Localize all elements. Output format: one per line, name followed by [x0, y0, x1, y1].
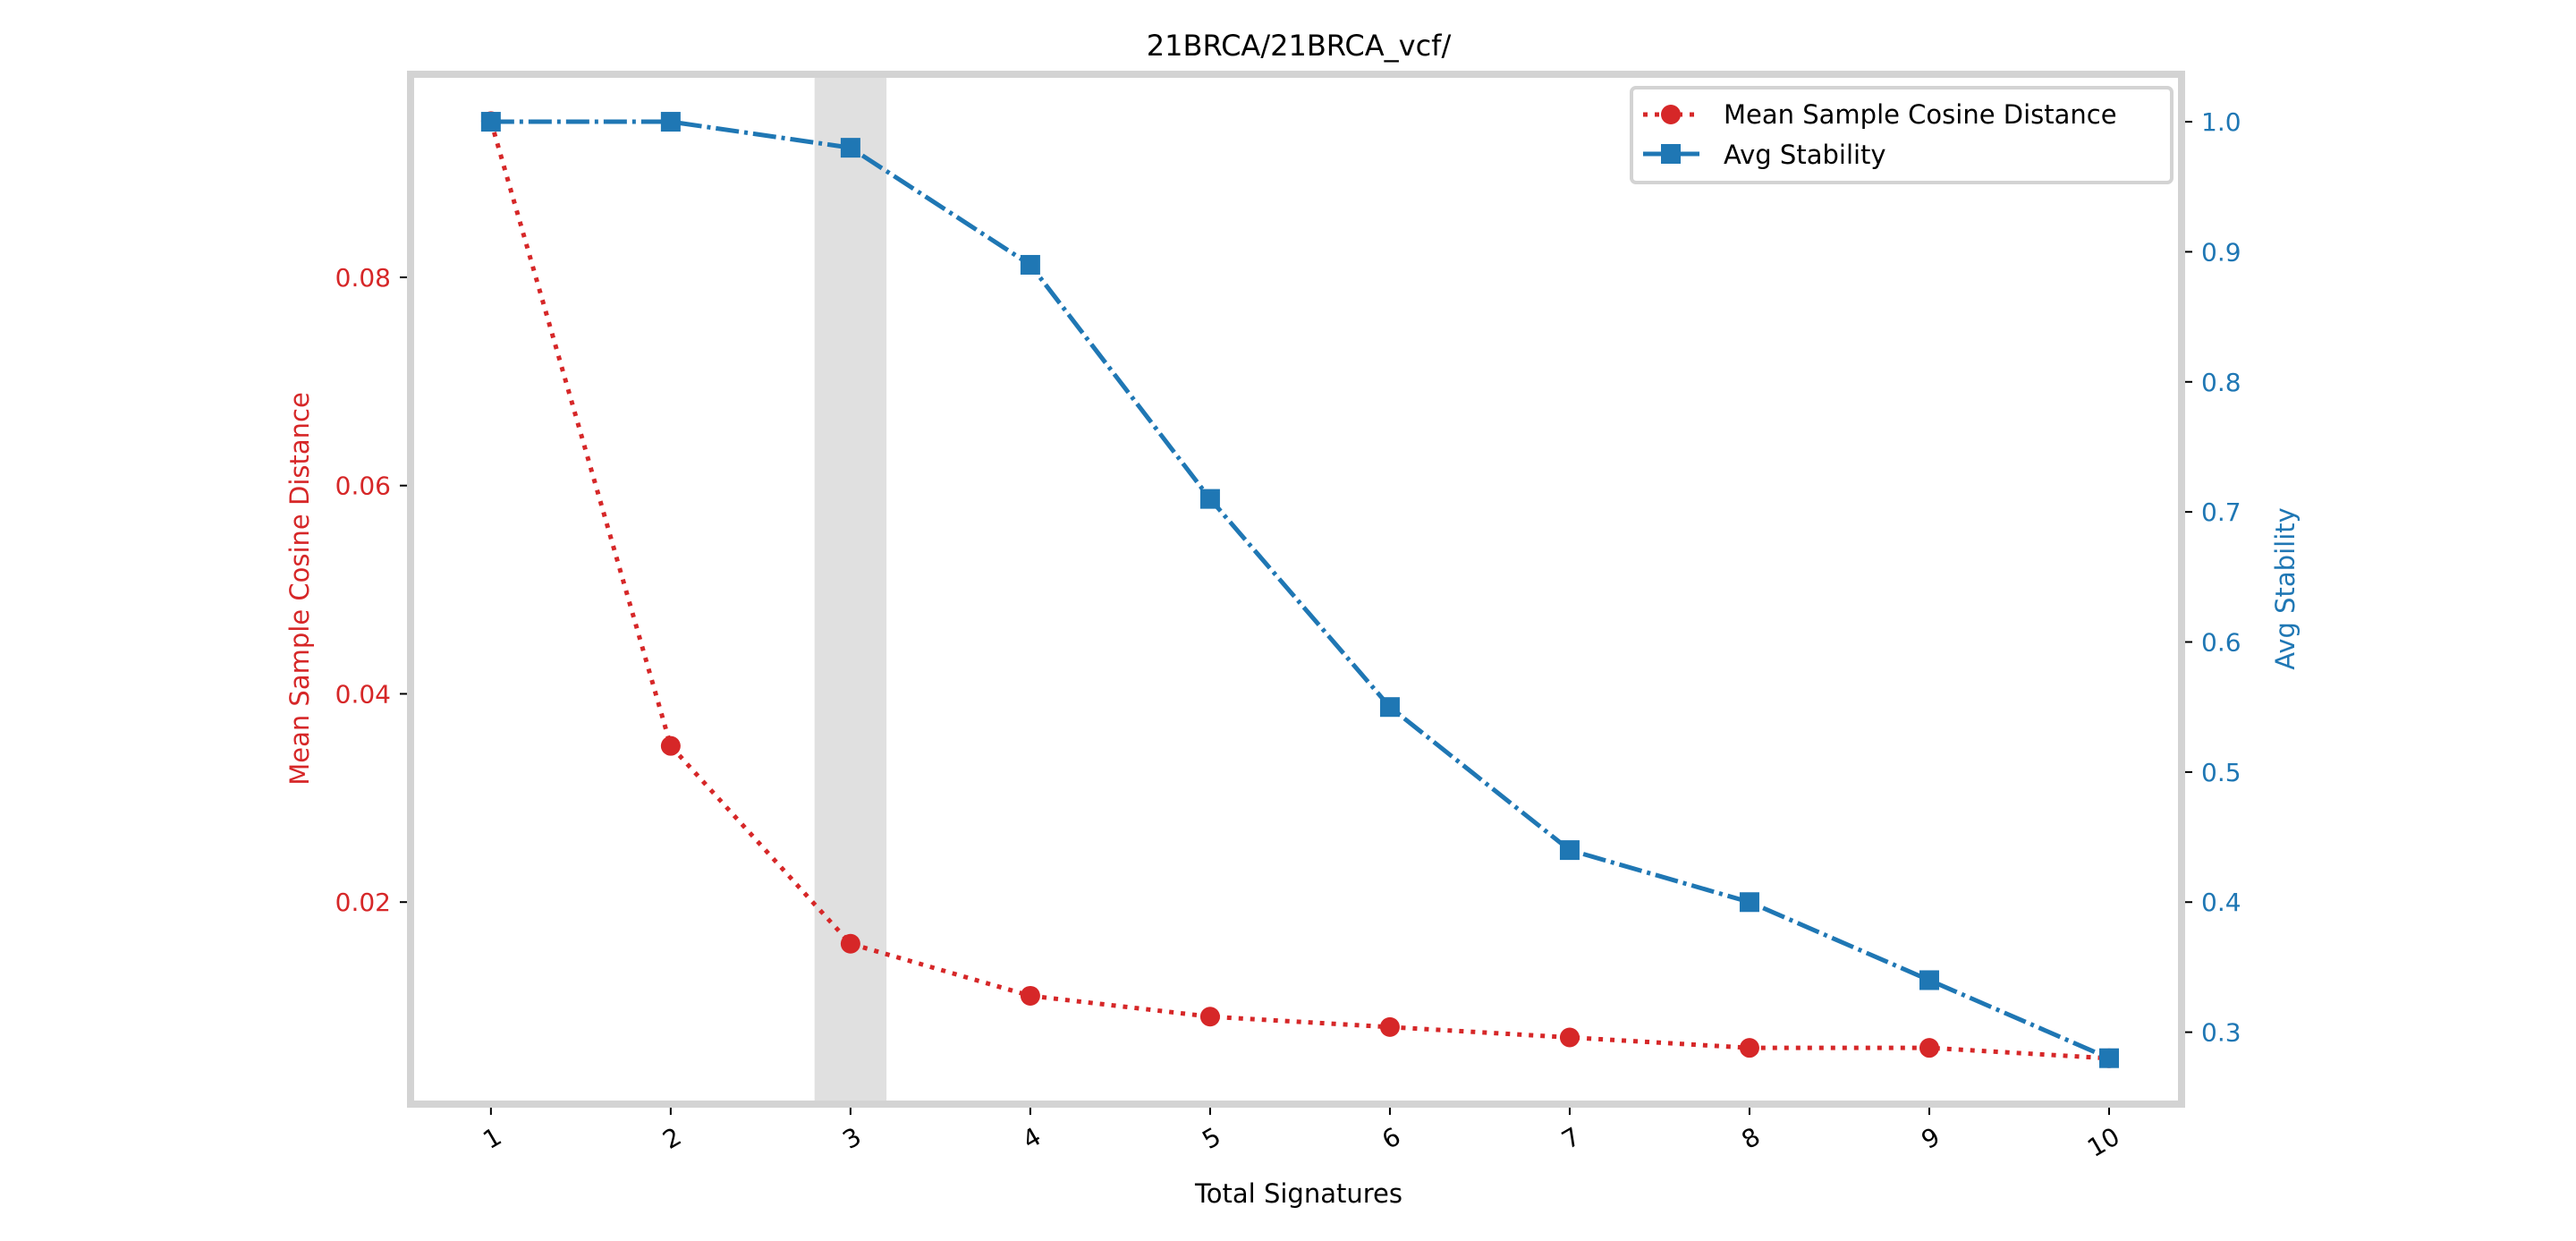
- x-tick-label: 4: [1017, 1121, 1046, 1154]
- legend-label-avg-stability: Avg Stability: [1724, 140, 1886, 170]
- data-point-avg-stability: [1379, 697, 1400, 718]
- plot-frame: [407, 71, 2185, 1108]
- x-tick-label: 3: [837, 1121, 866, 1154]
- series-line-avg-stability: [490, 119, 2110, 1060]
- data-point-cosine-distance: [1199, 1007, 1220, 1027]
- data-point-avg-stability: [2098, 1048, 2119, 1068]
- y-axis-label-left: Mean Sample Cosine Distance: [284, 392, 315, 786]
- y-tick-label-left: 0.06: [335, 472, 391, 501]
- data-point-avg-stability: [660, 112, 681, 132]
- y-tick-label-right: 0.3: [2201, 1018, 2241, 1048]
- y-tick-label-right: 0.8: [2201, 368, 2241, 397]
- x-tick-label: 7: [1557, 1121, 1586, 1154]
- data-point-cosine-distance: [1020, 985, 1040, 1006]
- legend: Mean Sample Cosine Distance Avg Stabilit…: [1630, 86, 2174, 184]
- x-tick-label: 2: [657, 1121, 686, 1154]
- series-line-cosine-distance: [488, 120, 2110, 1061]
- data-point-cosine-distance: [660, 735, 681, 756]
- data-point-avg-stability: [1020, 254, 1040, 275]
- legend-marker-cosine-distance: [1661, 105, 1681, 124]
- y-tick-label-left: 0.02: [335, 888, 391, 917]
- legend-marker-avg-stability: [1661, 144, 1681, 164]
- data-point-cosine-distance: [1559, 1027, 1580, 1048]
- plot-background: [411, 74, 2182, 1104]
- data-point-avg-stability: [840, 138, 860, 158]
- legend-box: [1630, 86, 2174, 184]
- chart-title: 21BRCA/21BRCA_vcf/: [1147, 29, 1452, 63]
- y-tick-label-right: 0.7: [2201, 497, 2241, 527]
- y-tick-label-right: 0.9: [2201, 237, 2241, 267]
- x-tick-label: 8: [1737, 1121, 1766, 1154]
- y-tick-label-left: 0.04: [335, 679, 391, 709]
- data-point-avg-stability: [1199, 489, 1220, 509]
- highlight-span: [814, 74, 887, 1104]
- data-point-cosine-distance: [1739, 1038, 1759, 1058]
- data-point-cosine-distance: [1379, 1016, 1400, 1037]
- data-point-avg-stability: [1739, 892, 1759, 913]
- data-point-cosine-distance: [840, 933, 860, 954]
- legend-label-cosine-distance: Mean Sample Cosine Distance: [1724, 99, 2117, 130]
- y-tick-label-right: 0.6: [2201, 628, 2241, 658]
- x-tick-label: 10: [2082, 1121, 2124, 1162]
- data-point-avg-stability: [480, 112, 501, 132]
- x-tick-label: 5: [1197, 1121, 1225, 1154]
- y-tick-label-right: 0.5: [2201, 758, 2241, 787]
- x-tick-label: 6: [1377, 1121, 1405, 1154]
- plot-area: 1 2 3 4 5 6 7 8 9 10 0.02 0.04 0.06 0.08 0.3 0.4 0.5 0.6 0…: [335, 71, 2241, 1163]
- y-tick-label-left: 0.08: [335, 263, 391, 293]
- y-axis-label-right: Avg Stability: [2270, 507, 2301, 670]
- y-tick-label-right: 1.0: [2201, 107, 2241, 137]
- x-tick-label: 1: [478, 1121, 506, 1154]
- x-axis-label: Total Signatures: [1194, 1178, 1402, 1209]
- x-tick-label: 9: [1917, 1121, 1945, 1154]
- y-tick-label-right: 0.4: [2201, 888, 2241, 917]
- data-point-avg-stability: [1919, 970, 1939, 990]
- data-point-avg-stability: [1559, 840, 1580, 861]
- data-point-cosine-distance: [1919, 1038, 1939, 1058]
